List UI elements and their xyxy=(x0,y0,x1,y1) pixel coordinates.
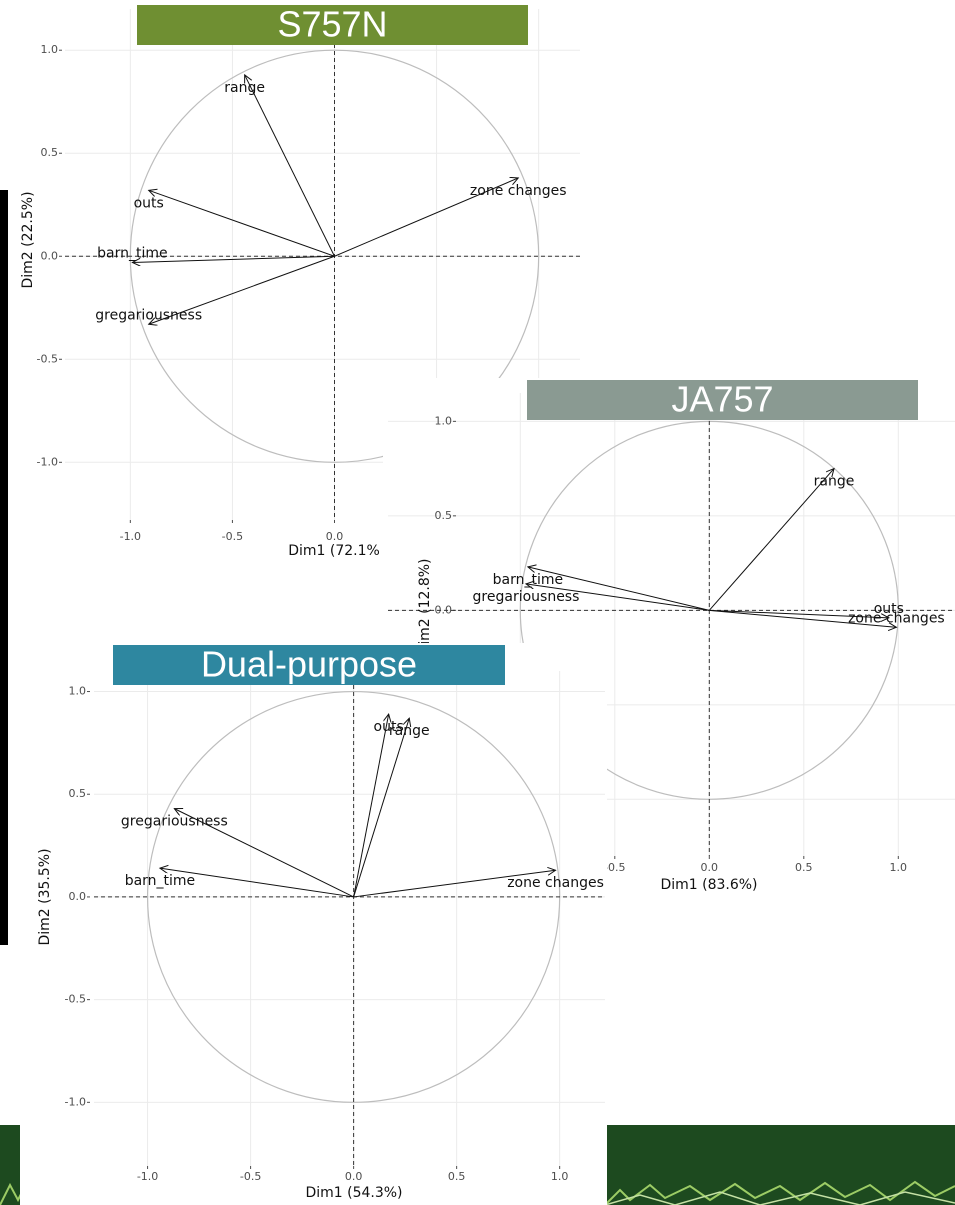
x-tick-label: 0.5 xyxy=(795,861,813,874)
chart-title: Dual-purpose xyxy=(201,644,417,685)
panel-background xyxy=(20,643,607,1205)
y-tick-label: -0.5 xyxy=(65,993,86,1006)
variable-label: outs xyxy=(134,195,164,211)
pca-panel: -1.0 -0.5 0.0 0.5 1.0 -1.0 -0.5 0.0 0.5 1.0 outsra… xyxy=(20,643,607,1205)
loading-arrow xyxy=(132,255,335,262)
variable-label: zone changes xyxy=(470,183,567,199)
x-tick-label: 1.0 xyxy=(551,1170,569,1183)
variable-label: outs xyxy=(374,719,404,735)
variable-label: range xyxy=(814,474,855,490)
variable-label: gregariousness xyxy=(121,814,228,830)
x-axis-title: Dim1 (83.6%) xyxy=(660,877,757,893)
loading-arrow xyxy=(149,190,335,257)
loading-arrow xyxy=(709,609,889,618)
loading-arrow xyxy=(526,584,710,611)
y-tick-label: 0.0 xyxy=(69,890,87,903)
variable-label: range xyxy=(389,723,430,739)
x-tick-label: 1.0 xyxy=(890,861,908,874)
variable-label: barn_time xyxy=(97,245,167,261)
x-tick-label: -1.0 xyxy=(120,530,141,543)
variable-label: outs xyxy=(874,601,904,617)
x-tick-label: -0.5 xyxy=(240,1170,261,1183)
y-tick-label: -1.0 xyxy=(37,455,58,468)
loading-arrow xyxy=(149,255,335,324)
x-tick-label: 0.5 xyxy=(448,1170,466,1183)
loading-arrow xyxy=(245,75,335,257)
variable-label: zone changes xyxy=(848,610,945,626)
loading-arrow xyxy=(353,714,389,898)
loading-arrow xyxy=(353,870,556,898)
loading-arrow xyxy=(708,469,834,611)
x-axis-title: Dim1 (72.1% xyxy=(288,543,380,559)
x-tick-label: -0.5 xyxy=(222,530,243,543)
loading-arrow xyxy=(709,609,896,627)
y-tick-label: 0.0 xyxy=(435,603,453,616)
y-tick-label: 1.0 xyxy=(69,685,87,698)
chart-title: JA757 xyxy=(671,379,773,420)
variable-label: gregariousness xyxy=(95,307,202,323)
loading-arrow xyxy=(334,178,519,257)
x-tick-label: 0.0 xyxy=(345,1170,363,1183)
variable-label: range xyxy=(224,80,265,96)
loading-arrow xyxy=(528,567,710,611)
variable-label: barn_time xyxy=(493,572,563,588)
y-axis-title: Dim2 (12.8%) xyxy=(417,558,433,655)
y-axis-title: Dim2 (35.5%) xyxy=(37,848,53,945)
y-tick-label: -0.5 xyxy=(37,352,58,365)
loading-arrow xyxy=(160,868,354,898)
y-tick-label: 0.0 xyxy=(41,249,59,262)
x-tick-label: -1.0 xyxy=(137,1170,158,1183)
x-tick-label: 0.0 xyxy=(701,861,719,874)
y-tick-label: 0.5 xyxy=(69,787,87,800)
y-tick-label: 0.5 xyxy=(41,146,59,159)
title-bar xyxy=(137,5,528,45)
variable-label: gregariousness xyxy=(473,589,580,605)
y-tick-label: 1.0 xyxy=(435,414,453,427)
black-strip xyxy=(0,190,8,945)
title-bar xyxy=(527,380,918,420)
y-tick-label: 0.5 xyxy=(435,509,453,522)
y-tick-label: 1.0 xyxy=(41,43,59,56)
chart-title: S757N xyxy=(277,4,387,45)
title-bar xyxy=(113,645,505,685)
variable-label: barn_time xyxy=(125,873,195,889)
y-axis-title: Dim2 (22.5%) xyxy=(20,191,36,288)
y-tick-label: -1.0 xyxy=(65,1095,86,1108)
grass xyxy=(604,1180,955,1205)
x-tick-label: -0.5 xyxy=(604,861,625,874)
grass xyxy=(604,1191,955,1205)
variable-label: zone changes xyxy=(507,875,604,891)
x-tick-label: 0.0 xyxy=(326,530,344,543)
x-axis-title: Dim1 (54.3%) xyxy=(305,1185,402,1201)
loading-arrow xyxy=(174,809,354,898)
loading-arrow xyxy=(353,718,410,898)
